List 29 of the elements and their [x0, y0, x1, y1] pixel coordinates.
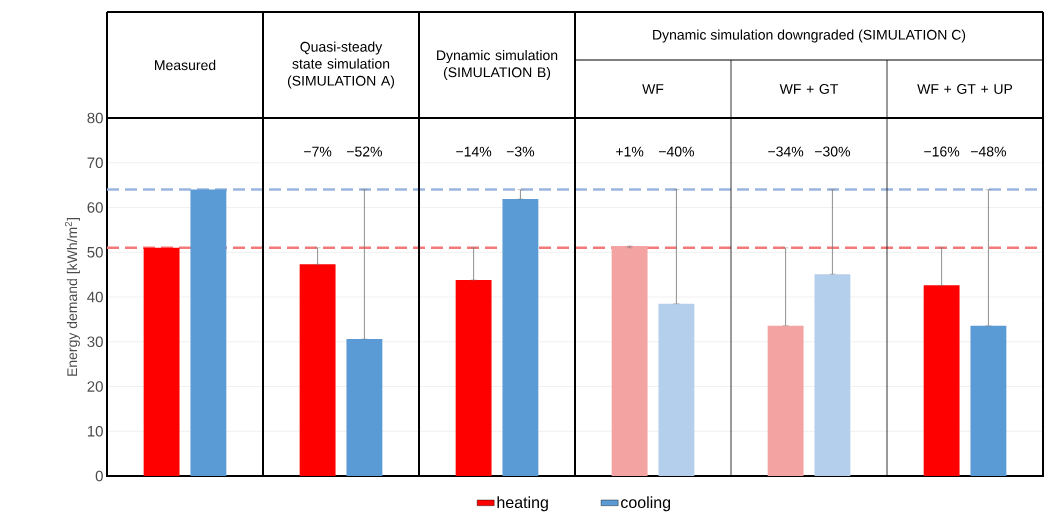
x-tick-label: Quasi-steady state simulation (SIMULATION A) [287, 41, 395, 89]
y-tick-label: 20 [87, 381, 103, 392]
annotation: −14% [456, 146, 492, 157]
annotation: −7% [304, 146, 332, 157]
y-tick-label: 80 [87, 112, 103, 124]
y-axis-title: Energy demand [kWh/m$^{2}$] [64, 218, 80, 376]
annotation: −34% [768, 146, 804, 157]
y-tick-label: 10 [87, 425, 103, 437]
legend-label: cooling [621, 496, 671, 512]
y-tick-label: 30 [87, 336, 103, 348]
x-tick-label: Dynamic simulation (SIMULATION B) [437, 49, 558, 81]
annotation: −48% [971, 146, 1007, 157]
annotation: −40% [659, 146, 694, 157]
annotation: −16% [924, 146, 960, 157]
x-tick-label: WF [642, 84, 664, 94]
x-tick-label: WF + GT + UP [917, 84, 1013, 94]
y-tick-label: 60 [87, 202, 103, 213]
x-tick-label: Measured [155, 59, 216, 71]
annotation: −30% [815, 146, 851, 157]
annotation: −3% [506, 146, 535, 157]
annotation: −52% [347, 146, 382, 157]
y-tick-label: 70 [87, 157, 103, 169]
y-tick-label: 50 [87, 246, 103, 258]
legend-label: heating [497, 496, 548, 512]
y-tick-label: 40 [87, 291, 103, 303]
text: Dynamic simulation downgraded (SIMULATION C) [653, 29, 966, 43]
annotation: +1% [616, 146, 644, 157]
x-tick-label: WF + GT [779, 84, 839, 94]
y-tick-label: 0 [95, 470, 103, 482]
